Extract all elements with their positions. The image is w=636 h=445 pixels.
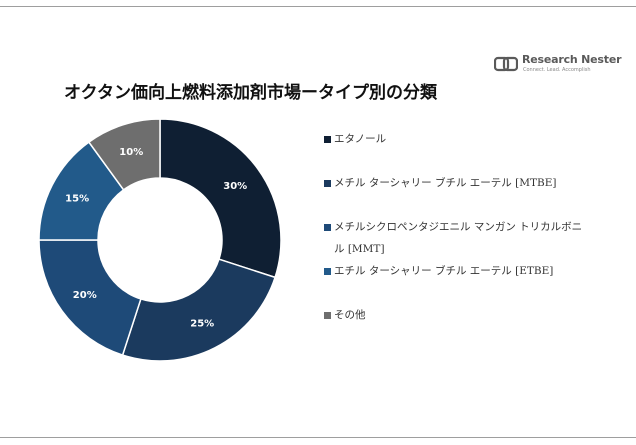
legend-label-5: その他	[334, 309, 366, 321]
legend-swatch-4	[324, 268, 331, 275]
logo-tagline: Connect. Lead. Accomplish	[523, 67, 591, 73]
donut-slice-1	[159, 118, 282, 279]
legend-label-3: メチルシクロペンタジエニル マンガン トリカルボニル [MMT]	[334, 221, 583, 255]
legend-label-4: エチル ターシャリー ブチル エーテル [ETBE]	[334, 265, 554, 277]
legend-swatch-2	[324, 180, 331, 187]
donut-slice-5	[87, 118, 161, 191]
slice-label-1: 30%	[223, 181, 247, 192]
chart-title: オクタン価向上燃料添加剤市場ータイプ別の分類	[64, 83, 437, 103]
legend-swatch-1	[324, 136, 331, 143]
legend-swatch-5	[324, 312, 331, 319]
slice-label-4: 15%	[65, 193, 89, 204]
bottom-divider	[0, 437, 636, 438]
slice-label-2: 25%	[190, 318, 214, 329]
donut-chart: 30% 25% 20% 15% 10%	[38, 118, 282, 362]
top-divider	[0, 6, 636, 7]
slice-label-5: 10%	[119, 147, 143, 158]
legend-label-2: メチル ターシャリー ブチル エーテル [MTBE]	[334, 177, 557, 189]
slice-label-3: 20%	[73, 290, 97, 301]
legend-label-1: エタノール	[334, 133, 387, 145]
donut-slice-3	[38, 239, 142, 357]
legend-swatch-3	[324, 224, 331, 231]
logo-icon	[494, 56, 518, 72]
logo-name: Research Nester	[522, 53, 622, 66]
research-nester-logo: Research Nester Connect. Lead. Accomplis…	[494, 53, 622, 77]
donut-slice-2	[121, 258, 277, 362]
